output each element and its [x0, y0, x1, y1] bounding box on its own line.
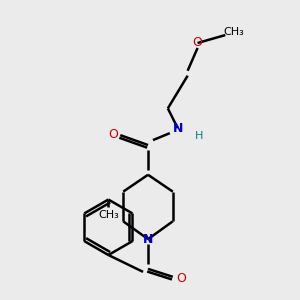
Text: O: O	[193, 37, 202, 50]
Text: H: H	[195, 131, 204, 141]
Text: CH₃: CH₃	[98, 210, 119, 220]
Text: O: O	[108, 128, 118, 141]
Text: N: N	[172, 122, 183, 135]
Text: O: O	[176, 272, 186, 285]
Text: N: N	[143, 233, 153, 246]
Text: CH₃: CH₃	[224, 27, 244, 37]
